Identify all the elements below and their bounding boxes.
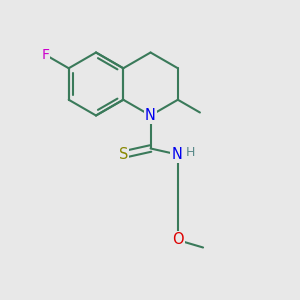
Text: H: H [185, 146, 195, 159]
Text: O: O [172, 232, 183, 247]
Text: N: N [145, 108, 156, 123]
Text: S: S [119, 147, 128, 162]
Text: N: N [172, 147, 182, 162]
Text: F: F [41, 48, 49, 62]
